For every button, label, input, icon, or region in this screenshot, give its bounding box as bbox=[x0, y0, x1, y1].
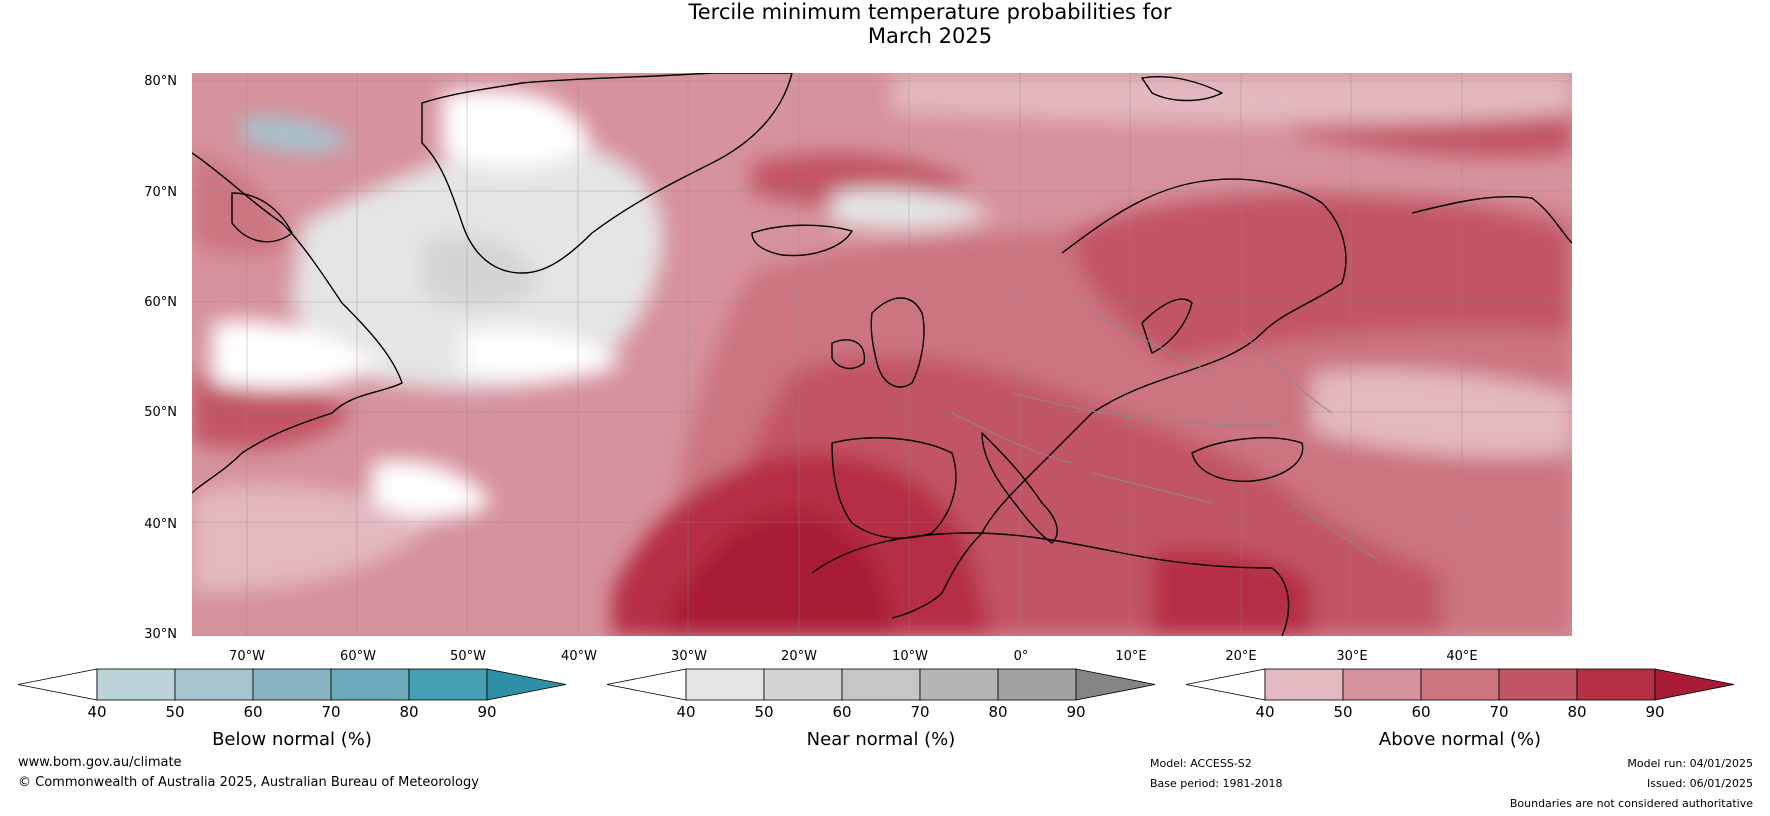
title-line-2: March 2025 bbox=[867, 24, 993, 48]
footer-disclaimer: Boundaries are not considered authoritat… bbox=[1509, 797, 1753, 810]
lon-label-70w: 70°W bbox=[229, 649, 265, 664]
colorbar-segment bbox=[330, 668, 410, 701]
map-canvas bbox=[192, 73, 1572, 636]
colorbar-near-normal bbox=[607, 668, 1156, 701]
footer-model: Model: ACCESS-S2 bbox=[1150, 757, 1252, 770]
coastlines bbox=[192, 73, 1572, 636]
colorbar-segment bbox=[408, 668, 488, 701]
near-tick-40: 40 bbox=[676, 703, 696, 721]
colorbar-segments bbox=[607, 668, 1156, 701]
colorbar-low-extend bbox=[1186, 668, 1266, 701]
graticule bbox=[192, 73, 1572, 636]
lat-label-40n: 40°N bbox=[144, 517, 177, 532]
lat-label-70n: 70°N bbox=[144, 185, 177, 200]
colorbar-segments bbox=[1186, 668, 1735, 701]
lon-label-10e: 10°E bbox=[1115, 649, 1147, 664]
below-tick-60: 60 bbox=[243, 703, 263, 721]
colorbar-below-normal bbox=[18, 668, 567, 701]
colorbar-title-below: Below normal (%) bbox=[212, 729, 372, 750]
colorbar-segment bbox=[96, 668, 176, 701]
above-tick-80: 80 bbox=[1567, 703, 1587, 721]
coastline-north-africa bbox=[811, 532, 1290, 636]
lat-label-80n: 80°N bbox=[144, 74, 177, 89]
colorbar-segment bbox=[252, 668, 332, 701]
near-tick-60: 60 bbox=[832, 703, 852, 721]
below-tick-50: 50 bbox=[165, 703, 185, 721]
coastline-black-sea bbox=[1191, 437, 1304, 482]
lon-label-40e: 40°E bbox=[1446, 649, 1478, 664]
probability-map bbox=[192, 73, 1572, 636]
near-tick-90: 90 bbox=[1066, 703, 1086, 721]
colorbar-segment bbox=[1576, 668, 1656, 701]
near-tick-70: 70 bbox=[910, 703, 930, 721]
probability-field bbox=[192, 73, 1572, 636]
colorbar-high-extend bbox=[486, 668, 567, 701]
colorbar-segment bbox=[919, 668, 999, 701]
colorbar-segment bbox=[685, 668, 765, 701]
below-tick-70: 70 bbox=[321, 703, 341, 721]
lon-label-40w: 40°W bbox=[561, 649, 597, 664]
above-tick-40: 40 bbox=[1255, 703, 1275, 721]
below-tick-40: 40 bbox=[87, 703, 107, 721]
colorbar-segment bbox=[997, 668, 1077, 701]
map-title: Tercile minimum temperature probabilitie… bbox=[0, 0, 1770, 48]
colorbar-title-near: Near normal (%) bbox=[806, 729, 956, 750]
footer-model-run: Model run: 04/01/2025 bbox=[1627, 757, 1753, 770]
coastline-italy bbox=[981, 432, 1058, 544]
lon-label-50w: 50°W bbox=[450, 649, 486, 664]
above-tick-90: 90 bbox=[1645, 703, 1665, 721]
colorbar-segment bbox=[763, 668, 843, 701]
coastline-greenland bbox=[421, 73, 793, 274]
footer-site: www.bom.gov.au/climate bbox=[18, 755, 182, 770]
coastline-iberia bbox=[831, 437, 957, 539]
above-tick-50: 50 bbox=[1333, 703, 1353, 721]
footer-issued: Issued: 06/01/2025 bbox=[1646, 777, 1753, 790]
near-tick-80: 80 bbox=[988, 703, 1008, 721]
footer-copyright: © Commonwealth of Australia 2025, Austra… bbox=[18, 775, 479, 790]
colorbar-low-extend bbox=[607, 668, 687, 701]
colorbar-segment bbox=[1264, 668, 1344, 701]
coastline-svalbard bbox=[1141, 75, 1223, 102]
colorbar-low-extend bbox=[18, 668, 98, 701]
lat-label-30n: 30°N bbox=[144, 627, 177, 642]
colorbar-above-normal bbox=[1186, 668, 1735, 701]
colorbar-high-extend bbox=[1075, 668, 1156, 701]
coastline-iceland bbox=[751, 224, 853, 257]
below-tick-90: 90 bbox=[477, 703, 497, 721]
lon-label-20e: 20°E bbox=[1225, 649, 1257, 664]
footer-base-period: Base period: 1981-2018 bbox=[1150, 777, 1283, 790]
lon-label-10w: 10°W bbox=[892, 649, 928, 664]
colorbar-high-extend bbox=[1654, 668, 1735, 701]
country-borders bbox=[951, 312, 1383, 564]
coastline-canada bbox=[192, 152, 403, 494]
near-tick-50: 50 bbox=[754, 703, 774, 721]
lat-label-50n: 50°N bbox=[144, 405, 177, 420]
lon-label-30w: 30°W bbox=[671, 649, 707, 664]
colorbar-segments bbox=[18, 668, 567, 701]
colorbar-segment bbox=[1498, 668, 1578, 701]
lon-label-30e: 30°E bbox=[1336, 649, 1368, 664]
colorbar-segment bbox=[174, 668, 254, 701]
colorbar-segment bbox=[1342, 668, 1422, 701]
lon-label-0: 0° bbox=[1013, 649, 1029, 664]
below-tick-80: 80 bbox=[399, 703, 419, 721]
lat-label-60n: 60°N bbox=[144, 295, 177, 310]
coastline-british-isles bbox=[870, 297, 925, 388]
colorbar-title-above: Above normal (%) bbox=[1378, 729, 1542, 750]
colorbar-segment bbox=[841, 668, 921, 701]
above-tick-70: 70 bbox=[1489, 703, 1509, 721]
lon-label-60w: 60°W bbox=[340, 649, 376, 664]
lon-label-20w: 20°W bbox=[781, 649, 817, 664]
colorbar-segment bbox=[1420, 668, 1500, 701]
above-tick-60: 60 bbox=[1411, 703, 1431, 721]
title-line-1: Tercile minimum temperature probabilitie… bbox=[688, 0, 1172, 24]
